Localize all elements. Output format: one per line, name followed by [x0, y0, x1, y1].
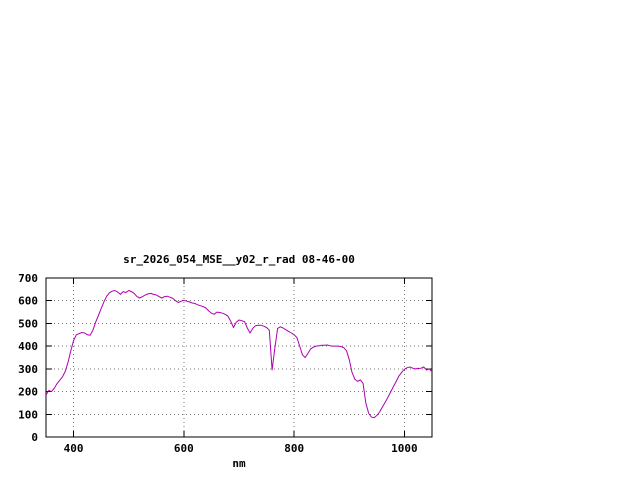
- plot-border: [45, 277, 433, 438]
- y-tick-label: 200: [18, 386, 38, 399]
- x-tick-label: 400: [64, 442, 84, 455]
- chart-title: sr_2026_054_MSE__y02_r_rad 08-46-00: [123, 253, 355, 266]
- x-tick-label: 600: [174, 442, 194, 455]
- y-tick-label: 0: [31, 431, 38, 444]
- y-tick-label: 300: [18, 363, 38, 376]
- y-tick-label: 500: [18, 317, 38, 330]
- grid-lines: [46, 278, 432, 437]
- y-tick-label: 700: [18, 272, 38, 285]
- x-tick-label: 1000: [391, 442, 418, 455]
- y-tick-label: 600: [18, 295, 38, 308]
- y-tick-label: 400: [18, 340, 38, 353]
- axis-tick-labels: 0 100 200 300 400 500 600 700 400 600 800 1000: [18, 272, 418, 455]
- data-series: [45, 290, 433, 419]
- x-tick-label: 800: [284, 442, 304, 455]
- x-axis-label: nm: [232, 457, 246, 470]
- axis-ticks: [46, 277, 432, 438]
- series-line-sr_2026_054_MSE__y02_r_rad: [45, 290, 433, 419]
- y-tick-label: 100: [18, 408, 38, 421]
